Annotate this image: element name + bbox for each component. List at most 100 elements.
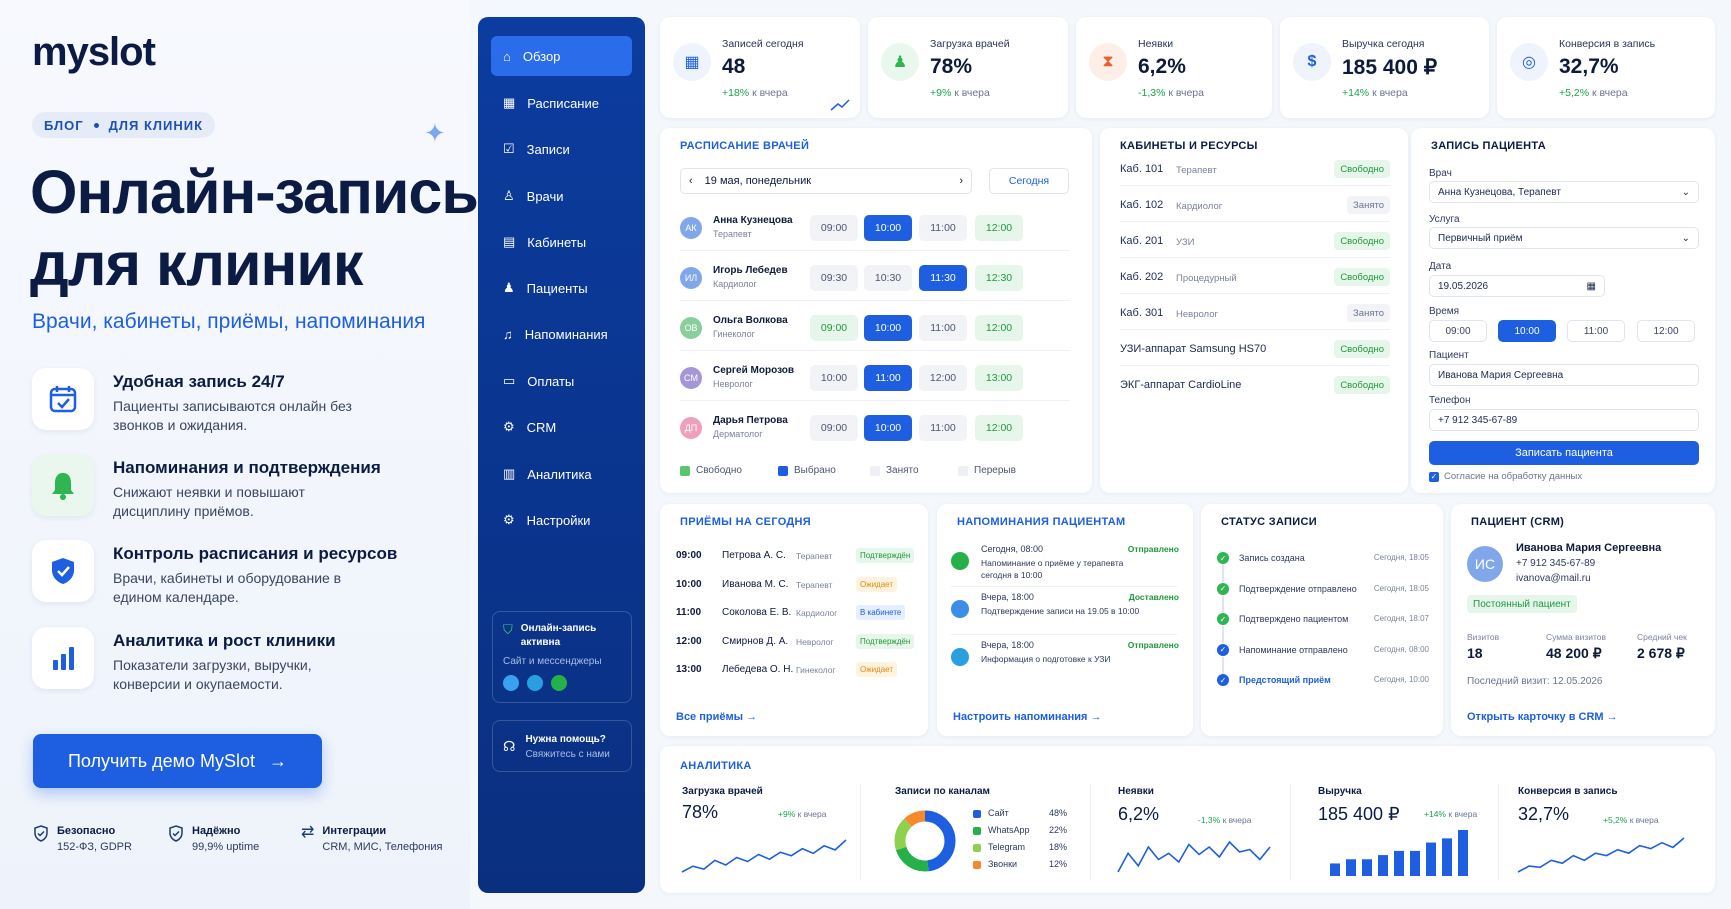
chevron-right-icon[interactable]: › [959, 175, 963, 187]
appointment-time: 09:00 [676, 550, 702, 561]
time-slot[interactable]: 12:30 [975, 265, 1023, 291]
status-badge: Свободно [1334, 160, 1390, 178]
checkbox-checked-icon: ✓ [1429, 471, 1439, 482]
time-slot[interactable]: 11:00 [864, 365, 912, 391]
kpi-title: Неявки [1138, 38, 1174, 50]
time-slot[interactable]: 10:00 [864, 315, 912, 341]
time-slot[interactable]: 10:30 [864, 265, 912, 291]
time-slot[interactable]: 11:00 [919, 415, 967, 441]
chat-icon [503, 675, 519, 691]
time-slot[interactable]: 09:00 [810, 315, 858, 341]
appointment-time: 10:00 [676, 578, 702, 590]
sum-label: Сумма визитов [1546, 632, 1607, 642]
status-step: Запись создана [1239, 553, 1305, 563]
calendar-icon: ▦ [673, 43, 711, 81]
reminder-text: Подтверждение записи на 19.05 в 10:00 [981, 606, 1140, 616]
sidebar-item-crm[interactable]: ⚙ CRM [491, 407, 632, 447]
sidebar-item-doctors[interactable]: ♙ Врачи [491, 176, 632, 216]
time-option-selected[interactable]: 10:00 [1498, 320, 1556, 342]
last-visit: Последний визит: 12.05.2026 [1467, 676, 1603, 687]
status-badge: Ожидает [856, 576, 898, 592]
open-crm-link[interactable]: Открыть карточку в CRM → [1467, 711, 1618, 723]
sidebar-item-patients[interactable]: ♟ Пациенты [491, 268, 632, 308]
revenue-value: 185 400 ₽ [1318, 804, 1400, 824]
time-slot[interactable]: 10:00 [864, 215, 912, 241]
all-appointments-link[interactable]: Все приёмы → [676, 711, 757, 723]
patient-email: ivanova@mail.ru [1516, 573, 1591, 584]
doctor-name: Анна Кузнецова [713, 215, 793, 226]
sidebar-item-analytics[interactable]: ▥ Аналитика [491, 454, 632, 494]
setup-reminders-link[interactable]: Настроить напоминания → [953, 711, 1102, 723]
kpi-delta: +14% к вчера [1342, 87, 1408, 99]
legend-swatch [973, 827, 981, 835]
doctor-name: Ольга Волкова [713, 315, 788, 326]
legend-swatch [973, 844, 981, 852]
legend-label: Выбрано [794, 465, 836, 476]
divider [1290, 784, 1291, 880]
time-slot[interactable]: 09:00 [810, 215, 858, 241]
time-slot[interactable]: 09:00 [810, 415, 858, 441]
time-option[interactable]: 11:00 [1567, 320, 1625, 342]
chevron-left-icon[interactable]: ‹ [689, 175, 693, 187]
time-slot[interactable]: 12:00 [975, 315, 1023, 341]
help-box[interactable]: ☊ Нужна помощь? Свяжитесь с нами [492, 720, 632, 772]
doctor-name: Сергей Морозов [713, 365, 795, 376]
time-slot[interactable]: 10:00 [810, 365, 858, 391]
consent-checkbox[interactable]: ✓ Согласие на обработку данных [1429, 471, 1582, 482]
check-icon: ✓ [1217, 582, 1229, 595]
revenue-bar [1330, 863, 1340, 876]
time-option[interactable]: 09:00 [1429, 320, 1487, 342]
time-slot[interactable]: 09:30 [810, 265, 858, 291]
time-slot[interactable]: 12:00 [975, 215, 1023, 241]
time-slot[interactable]: 12:00 [975, 415, 1023, 441]
get-demo-button[interactable]: Получить демо MySlot → [33, 734, 322, 788]
status-badge: Свободно [1334, 268, 1390, 286]
breadcrumb-clinics[interactable]: ДЛЯ КЛИНИК [108, 117, 204, 133]
sidebar-item-schedule[interactable]: ▦ Расписание [491, 83, 632, 123]
time-slot[interactable]: 11:00 [919, 315, 967, 341]
time-slot[interactable]: 11:30 [919, 265, 967, 291]
status-step: Подтверждено пациентом [1239, 614, 1349, 624]
sidebar-item-payments[interactable]: ▭ Оплаты [491, 361, 632, 401]
status-time: Сегодня, 18:05 [1373, 553, 1429, 562]
date-picker[interactable]: ‹ 19 мая, понедельник › [680, 168, 972, 194]
time-slot[interactable]: 12:00 [919, 365, 967, 391]
date-field[interactable]: 19.05.2026 ▦ [1429, 275, 1605, 297]
kpi-value: 78% [930, 55, 973, 78]
sidebar-item-rooms[interactable]: ▤ Кабинеты [491, 222, 632, 262]
load-delta: +9% к вчера [778, 809, 826, 819]
legend-break: Перерыв [958, 465, 1016, 476]
sidebar-item-label: Кабинеты [527, 234, 587, 250]
submit-booking-button[interactable]: Записать пациента [1429, 441, 1699, 465]
time-option[interactable]: 12:00 [1637, 320, 1695, 342]
conversion-title: Конверсия в запись [1518, 786, 1618, 797]
time-slot[interactable]: 13:00 [975, 365, 1023, 391]
avatar: АК [680, 217, 702, 239]
legend-value: 12% [1049, 859, 1068, 869]
sidebar-item-appointments[interactable]: ☑ Записи [491, 129, 632, 169]
status-badge: Свободно [1334, 376, 1390, 394]
sidebar-item-overview[interactable]: ⌂ Обзор [491, 36, 632, 76]
patient-input[interactable]: Иванова Мария Сергеевна [1429, 364, 1699, 386]
sparkline-path [1117, 840, 1271, 873]
sidebar-item-reminders[interactable]: ♫ Напоминания [491, 314, 632, 354]
noshow-value: 6,2% [1118, 804, 1160, 824]
doctor-schedule-card: РАСПИСАНИЕ ВРАЧЕЙ ‹ 19 мая, понедельник … [660, 128, 1092, 493]
calendar-icon[interactable]: ▦ [1586, 280, 1596, 292]
sidebar: ⌂ Обзор ▦ Расписание ☑ Записи ♙ Врачи ▤ Кабин… [478, 17, 645, 893]
reminder-status: Доставлено [1128, 592, 1179, 602]
doctor-select[interactable]: Анна Кузнецова, Терапевт ⌄ [1429, 181, 1699, 203]
today-button[interactable]: Сегодня [989, 168, 1069, 194]
time-slot[interactable]: 10:00 [864, 415, 912, 441]
phone-input[interactable]: +7 912 345-67-89 [1429, 409, 1699, 431]
feature-desc: Пациенты записываются онлайн без звонков… [113, 398, 352, 433]
time-slot[interactable]: 11:00 [919, 215, 967, 241]
breadcrumb-separator [93, 122, 99, 128]
breadcrumb-blog[interactable]: БЛОГ [44, 117, 84, 133]
kpi-no-shows: ⧗ Неявки 6,2% -1,3% к вчера [1076, 17, 1272, 118]
legend-selected: Выбрано [778, 465, 836, 476]
revenue-bar [1394, 850, 1404, 876]
service-select[interactable]: Первичный приём ⌄ [1429, 227, 1699, 249]
sidebar-item-settings[interactable]: ⚙ Настройки [491, 500, 632, 540]
crm-icon: ⚙ [503, 419, 515, 434]
